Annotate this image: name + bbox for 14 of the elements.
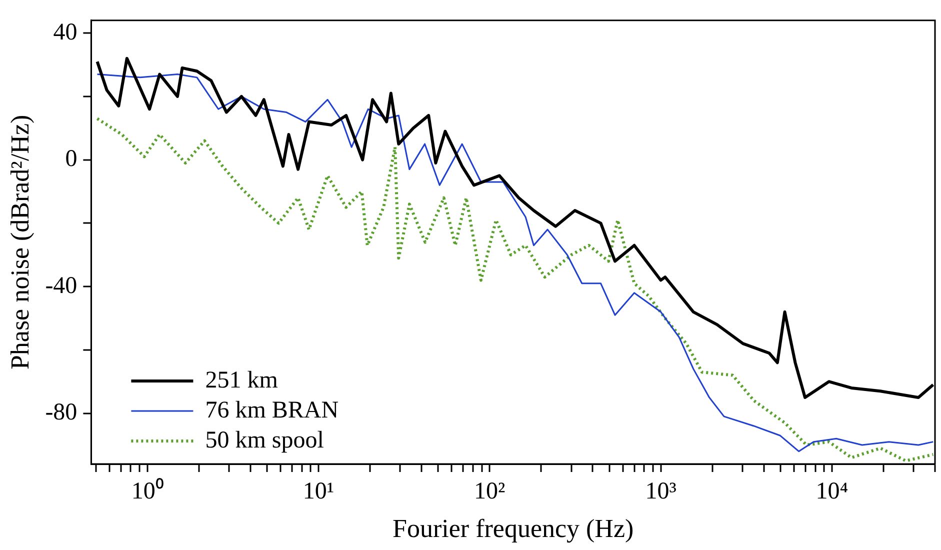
legend-label: 251 km	[205, 367, 278, 394]
y-tick-label: -80	[45, 400, 78, 426]
y-axis-title: Phase noise (dBrad²/Hz)	[5, 114, 34, 370]
y-tick-label: 40	[53, 19, 78, 46]
x-tick-label: 10³	[645, 478, 676, 505]
legend-label: 50 km spool	[205, 427, 324, 454]
x-tick-label: 10¹	[302, 478, 334, 505]
x-axis-title: Fourier frequency (Hz)	[392, 514, 634, 544]
y-tick-label: 0	[65, 146, 78, 172]
x-tick-label: 10²	[474, 478, 506, 505]
x-tick-label: 10⁴	[816, 478, 848, 505]
legend-label: 76 km BRAN	[205, 397, 339, 424]
y-tick-label: -40	[45, 272, 78, 299]
x-tick-label: 10⁰	[131, 478, 164, 505]
